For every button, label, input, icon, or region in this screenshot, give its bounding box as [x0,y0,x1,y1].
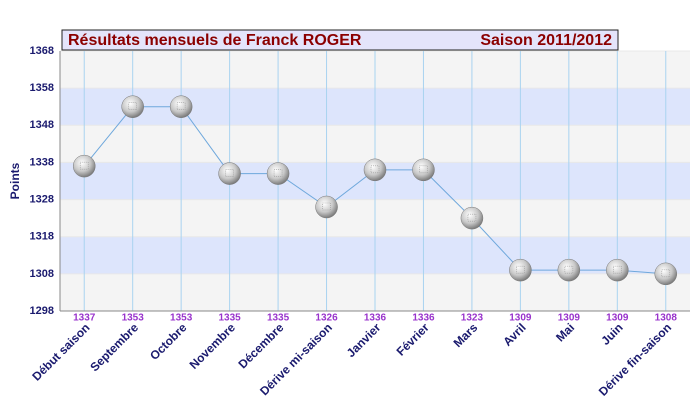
value-label: 1335 [267,313,290,324]
value-label: 1309 [509,313,532,324]
marker-ball [315,195,338,219]
marker-icon [273,169,283,177]
marker-icon [564,265,574,274]
marker-icon [661,269,671,278]
marker [460,206,484,230]
marker-ball [557,258,581,282]
marker-icon [128,102,137,111]
marker-icon [467,213,477,222]
marker [654,262,678,286]
marker-ball [218,162,241,185]
x-tick-label: Janvier [344,320,384,360]
x-tick-label: Septembre [87,320,141,374]
y-tick-label: 1338 [30,156,54,168]
x-tick-label: Décembre [236,320,287,371]
marker-ball [606,258,629,282]
value-label: 1309 [558,313,581,324]
chart-subtitle: Saison 2011/2012 [480,32,612,49]
marker [218,162,241,185]
y-tick-label: 1298 [30,305,54,317]
x-tick-label: Février [394,320,432,358]
value-label: 1336 [412,313,435,324]
marker-ball [363,158,387,182]
x-tick-label: Début saison [29,320,92,383]
marker-icon [225,169,234,177]
y-tick-label: 1328 [30,193,54,205]
y-axis-label: Points [8,162,22,199]
value-label: 1353 [170,313,193,324]
x-tick-label: Mai [553,320,577,344]
marker-icon [79,161,89,170]
value-label: 1353 [122,313,145,324]
marker [121,95,144,118]
marker [412,158,435,182]
marker-icon [419,165,428,174]
value-label: 1335 [218,313,241,324]
marker [169,95,193,118]
y-tick-label: 1308 [30,268,54,280]
marker-ball [412,158,435,182]
marker [363,158,387,182]
marker-ball [72,154,96,178]
marker-icon [516,265,525,274]
marker-icon [613,265,622,274]
y-tick-label: 1318 [30,231,54,243]
x-tick-label: Novembre [187,320,239,372]
x-tick-label: Juin [598,320,625,347]
marker [509,258,532,282]
y-tick-label: 1368 [30,45,54,57]
chart-title: Résultats mensuels de Franck ROGER [68,32,362,49]
value-label: 1337 [73,313,96,324]
marker-ball [460,206,484,230]
y-tick-label: 1348 [30,119,54,131]
value-label: 1323 [461,313,484,324]
x-tick-label: Avril [500,320,528,348]
value-label: 1308 [655,313,678,324]
marker-ball [654,262,678,286]
marker-icon [322,202,331,211]
marker [266,162,290,185]
marker [315,195,338,219]
marker [72,154,96,178]
marker [606,258,629,282]
y-tick-label: 1358 [30,82,54,94]
marker-ball [169,95,193,118]
marker-ball [121,95,144,118]
marker-ball [509,258,532,282]
x-tick-label: Mars [451,320,481,350]
marker-icon [370,165,380,174]
marker [557,258,581,282]
value-label: 1309 [606,313,629,324]
value-label: 1326 [315,313,338,324]
x-tick-label: Octobre [147,320,190,363]
title-box [61,29,619,51]
marker-icon [176,102,186,111]
value-label: 1336 [364,313,387,324]
marker-ball [266,162,290,185]
